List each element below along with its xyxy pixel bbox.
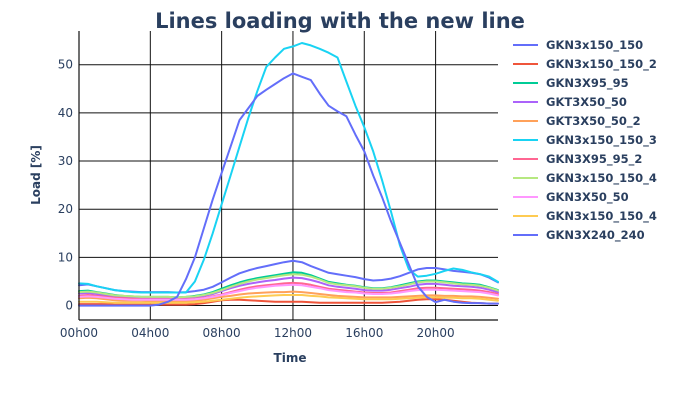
legend-label: GKT3X50_50 — [546, 95, 627, 110]
series-line-8 — [78, 273, 499, 299]
y-tick-label: 50 — [58, 58, 73, 72]
legend-label: GKN3x150_150 — [546, 38, 643, 53]
x-tick-label: 16h00 — [345, 326, 383, 340]
series-line-11 — [78, 72, 499, 307]
legend-label: GKN3x150_150_3 — [546, 133, 657, 148]
x-tick-label: 08h00 — [203, 326, 241, 340]
y-tick-label: 20 — [58, 202, 73, 216]
legend-label: GKN3X240_240 — [546, 228, 645, 243]
series-lines — [78, 42, 499, 307]
legend: GKN3x150_150 GKN3x150_150_2 GKN3X95_95 GKT3… — [513, 38, 657, 243]
x-tick-label: 00h00 — [60, 326, 98, 340]
x-tick-label: 04h00 — [131, 326, 169, 340]
x-tick-label: 12h00 — [274, 326, 312, 340]
chart-title: Lines loading with the new line — [155, 9, 525, 33]
series-line-6 — [78, 42, 499, 294]
y-tick-label: 40 — [58, 106, 73, 120]
y-tick-label: 0 — [65, 299, 73, 313]
y-axis-title: Load [%] — [29, 145, 43, 205]
axes — [78, 31, 498, 321]
y-tick-label: 10 — [58, 250, 73, 264]
legend-label: GKN3X50_50 — [546, 190, 629, 205]
legend-label: GKN3X95_95_2 — [546, 152, 642, 167]
grid — [78, 31, 498, 320]
series-line-9 — [78, 283, 499, 301]
x-tick-label: 20h00 — [417, 326, 455, 340]
legend-label: GKN3x150_150_4 — [546, 171, 657, 186]
plot-area: 00h00 04h00 08h00 12h00 16h00 20h00 0 10 20 30 40 5… — [58, 31, 499, 340]
legend-label: GKN3X95_95 — [546, 76, 629, 91]
tick-labels: 00h00 04h00 08h00 12h00 16h00 20h00 0 10 20 30 40 5… — [58, 58, 455, 340]
y-tick-label: 30 — [58, 154, 73, 168]
legend-label: GKN3x150_150_4 — [546, 209, 657, 224]
series-line-5 — [78, 290, 499, 303]
legend-label: GKN3x150_150_2 — [546, 57, 657, 72]
x-axis-title: Time — [274, 351, 307, 365]
legend-label: GKT3X50_50_2 — [546, 114, 641, 129]
